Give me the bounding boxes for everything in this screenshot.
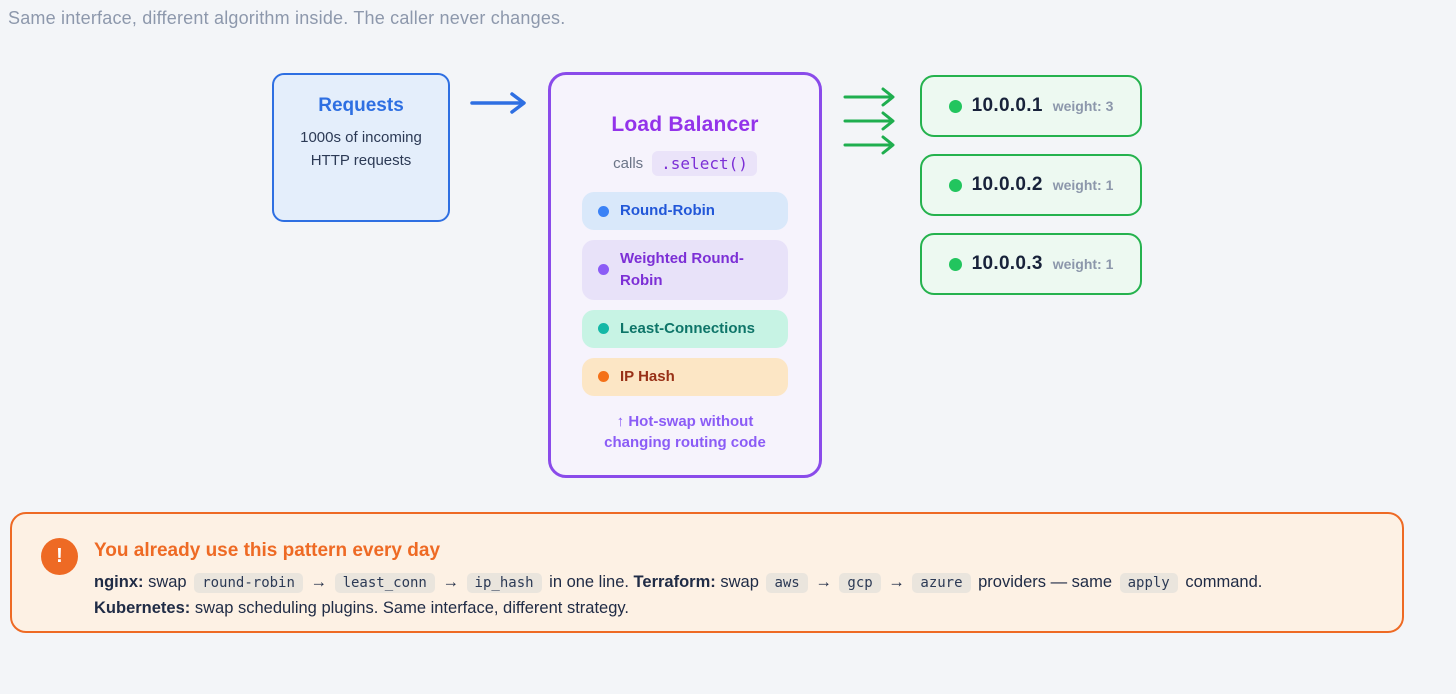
body-text: →: [305, 573, 332, 591]
code-chip: gcp: [839, 573, 881, 593]
alert-icon: !: [41, 538, 78, 575]
code-chip: aws: [766, 573, 808, 593]
calls-label: calls: [613, 155, 644, 172]
server-weight: weight: 1: [1052, 256, 1114, 272]
server-ip: 10.0.0.2: [971, 174, 1043, 195]
server-ip: 10.0.0.3: [971, 253, 1043, 274]
select-code-chip: .select(): [652, 151, 757, 176]
server-status-dot-icon: [948, 99, 962, 113]
algorithm-dot-icon: [598, 323, 609, 334]
server-status-dot-icon: [948, 178, 962, 192]
callout-body: nginx: swap round-robin → least_conn → i…: [94, 570, 1362, 621]
server-weight: weight: 3: [1052, 98, 1114, 114]
algorithm-pill-least-connections: Least-Connections: [582, 309, 788, 348]
algorithm-pill-weighted-round-robin: Weighted Round-Robin: [582, 240, 788, 300]
server-box-1: 10.0.0.1 weight: 3: [920, 75, 1142, 137]
body-text: →: [810, 573, 837, 591]
algorithm-label: IP Hash: [620, 367, 675, 385]
callout-line-2: Kubernetes: swap scheduling plugins. Sam…: [94, 596, 1362, 622]
arrow-right-icon: [470, 92, 526, 114]
callout-line-1: nginx: swap round-robin → least_conn → i…: [94, 570, 1362, 596]
server-box-2: 10.0.0.2 weight: 1: [920, 154, 1142, 216]
server-weight: weight: 1: [1052, 177, 1114, 193]
body-text: swap scheduling plugins. Same interface,…: [190, 598, 629, 617]
server-ip: 10.0.0.1: [971, 95, 1043, 116]
server-arrows: [843, 87, 895, 155]
arrow-right-icon: [843, 135, 895, 155]
algorithm-dot-icon: [598, 371, 609, 382]
algorithm-label: Weighted Round-Robin: [620, 250, 744, 289]
code-chip: round-robin: [194, 573, 303, 593]
callout-title: You already use this pattern every day: [94, 540, 441, 561]
algorithm-dot-icon: [598, 264, 609, 276]
server-status-dot-icon: [948, 257, 962, 271]
body-text: swap: [143, 573, 192, 591]
code-chip: azure: [912, 573, 971, 593]
algorithm-pill-ip-hash: IP Hash: [582, 357, 788, 396]
page-title: Same interface, different algorithm insi…: [8, 8, 566, 28]
body-text: swap: [715, 573, 764, 591]
code-chip: least_conn: [334, 573, 435, 593]
algorithm-list: Round-Robin Weighted Round-Robin Least-C…: [582, 192, 788, 396]
product-name: Kubernetes:: [94, 598, 191, 617]
algorithm-dot-icon: [598, 205, 609, 217]
algorithm-pill-round-robin: Round-Robin: [582, 192, 788, 230]
server-box-3: 10.0.0.3 weight: 1: [920, 233, 1142, 295]
body-text: providers — same: [973, 573, 1117, 591]
requests-description: 1000s of incoming HTTP requests: [300, 129, 422, 169]
body-text: command.: [1180, 573, 1263, 591]
arrow-right-icon: [843, 111, 895, 131]
requests-box: Requests 1000s of incoming HTTP requests: [272, 73, 450, 222]
code-chip: ip_hash: [466, 573, 542, 593]
body-text: in one line.: [544, 573, 634, 591]
product-name: Terraform:: [633, 573, 716, 591]
arrow-right-icon: [843, 87, 895, 107]
hot-swap-note: ↑ Hot-swap without changing routing code: [604, 412, 766, 452]
requests-title: Requests: [318, 95, 404, 116]
code-chip: apply: [1119, 573, 1178, 593]
body-text: →: [883, 573, 910, 591]
load-balancer-title: Load Balancer: [611, 113, 759, 136]
callout-box: ! You already use this pattern every day…: [10, 512, 1404, 633]
algorithm-label: Least-Connections: [620, 319, 756, 337]
calls-row: calls .select(): [613, 151, 757, 176]
load-balancer-box: Load Balancer calls .select() Round-Robi…: [548, 72, 822, 478]
product-name: nginx:: [94, 573, 144, 591]
body-text: →: [437, 573, 464, 591]
algorithm-label: Round-Robin: [620, 202, 715, 220]
